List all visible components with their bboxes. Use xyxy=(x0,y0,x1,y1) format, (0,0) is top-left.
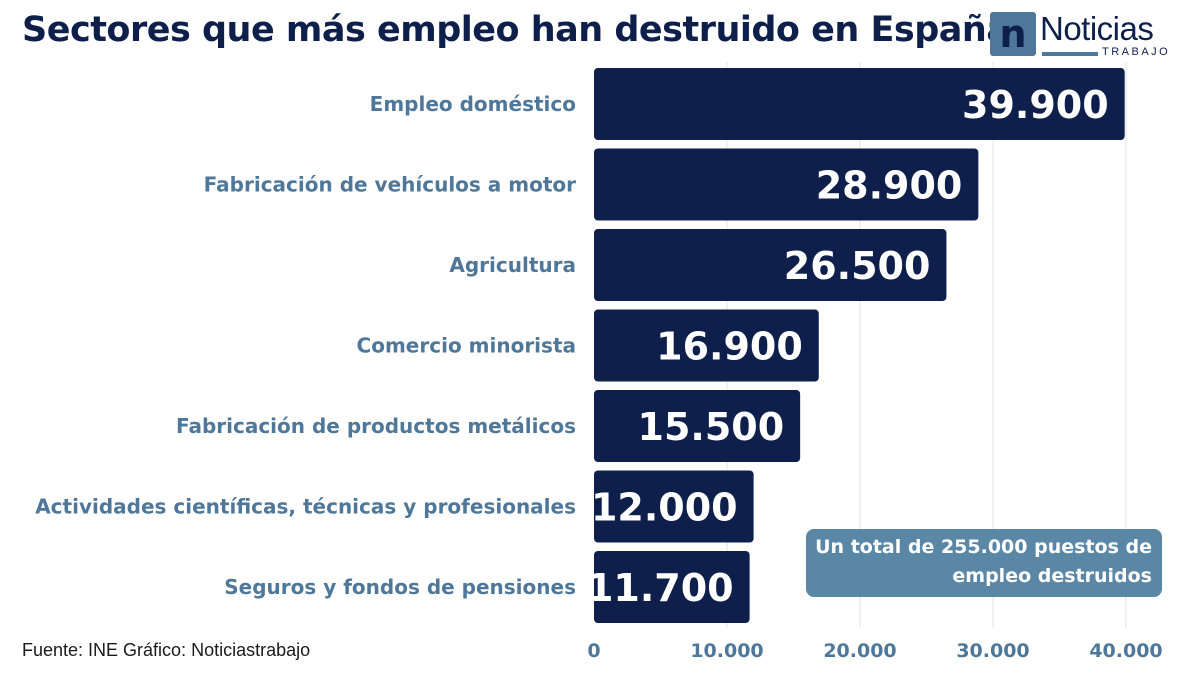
bar-value-label: 26.500 xyxy=(784,244,931,288)
category-label: Comercio minorista xyxy=(357,334,576,358)
bar-value-label: 15.500 xyxy=(638,405,785,449)
category-label: Actividades científicas, técnicas y prof… xyxy=(35,495,576,519)
chart-title: Sectores que más empleo han destruido en… xyxy=(22,10,1010,50)
x-tick-label: 20.000 xyxy=(823,640,896,662)
bar-value-label: 11.700 xyxy=(587,566,734,610)
bar xyxy=(594,551,750,623)
x-tick-label: 10.000 xyxy=(690,640,763,662)
category-label: Empleo doméstico xyxy=(370,92,576,116)
bar xyxy=(594,68,1125,140)
category-label: Seguros y fondos de pensiones xyxy=(224,575,576,599)
logo-mark-letter: n xyxy=(999,12,1027,56)
total-note: Un total de 255.000 puestos de empleo de… xyxy=(806,529,1162,597)
bar xyxy=(594,390,801,462)
logo-rule xyxy=(1042,52,1098,56)
category-label: Fabricación de productos metálicos xyxy=(176,414,576,438)
x-tick-label: 0 xyxy=(587,640,600,662)
logo-subtitle: TRABAJO xyxy=(1102,46,1171,58)
bar xyxy=(594,148,979,221)
bar xyxy=(594,470,754,543)
category-label: Fabricación de vehículos a motor xyxy=(204,173,576,197)
x-axis-ticks: 0 10.000 20.000 30.000 40.000 xyxy=(587,640,1162,662)
bars: 39.900 28.900 26.500 16.900 15.500 12.000 11.7… xyxy=(587,68,1125,623)
category-labels: Empleo doméstico Fabricación de vehículos… xyxy=(35,92,576,599)
x-tick-label: 30.000 xyxy=(956,640,1029,662)
bar-value-label: 39.900 xyxy=(962,83,1109,127)
x-tick-label: 40.000 xyxy=(1089,640,1162,662)
category-label: Agricultura xyxy=(449,253,576,277)
bar-value-label: 12.000 xyxy=(591,486,738,530)
bar xyxy=(594,309,819,382)
bar xyxy=(594,229,947,301)
bar-value-label: 28.900 xyxy=(816,164,963,208)
noticias-trabajo-logo: n Noticias TRABAJO xyxy=(990,10,1170,58)
bar-value-label: 16.900 xyxy=(656,325,803,369)
logo-mark: n xyxy=(990,12,1036,56)
source-text: Fuente: INE Gráfico: Noticiastrabajo xyxy=(22,640,311,660)
logo-wordmark: Noticias xyxy=(1040,10,1154,47)
total-note-line-2: empleo destruidos xyxy=(952,565,1152,587)
total-note-line-1: Un total de 255.000 puestos de xyxy=(815,536,1152,558)
